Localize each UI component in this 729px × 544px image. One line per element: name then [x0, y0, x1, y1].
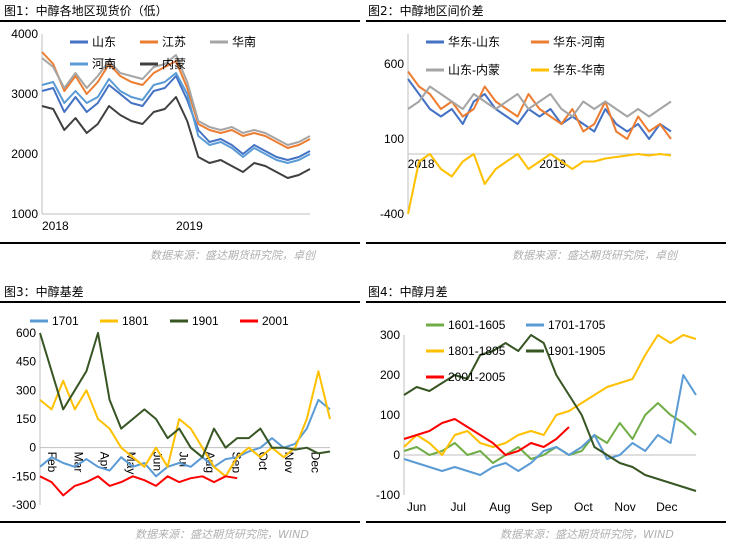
chart3-series-1701: [39, 398, 331, 478]
chart1-title: 图1：中醇各地区现货价（低）: [4, 4, 168, 18]
chart4-ytick: 300: [380, 328, 400, 342]
chart1-xtick: 2018: [42, 219, 69, 233]
chart1-ytick: 2000: [11, 147, 38, 161]
chart2-ytick: -400: [380, 207, 404, 221]
chart1-ytick: 4000: [11, 27, 38, 41]
chart4-xtick: Oct: [574, 500, 593, 514]
chart4-series-1801-1805: [403, 334, 697, 456]
chart2-series-华东-华南: [407, 153, 672, 215]
chart4-xtick: Jul: [451, 500, 466, 514]
chart1-top-rule: [0, 20, 360, 22]
chart3-legend-label: 1801: [122, 314, 149, 328]
chart4-xtick: Jun: [407, 500, 426, 514]
chart3-ytick: 150: [16, 412, 36, 426]
chart4-xtick: Aug: [489, 500, 510, 514]
chart4-series-1701-1705: [403, 374, 697, 476]
chart3-top-rule: [0, 301, 360, 303]
chart1-bottom-rule: [0, 242, 360, 244]
chart1-legend-label: 江苏: [162, 35, 186, 49]
chart4-series-1901-1905: [403, 334, 697, 492]
chart4-xtick: Dec: [656, 500, 677, 514]
chart1-series-华南: [41, 54, 311, 146]
chart1-series-山东: [41, 75, 311, 161]
chart3-series-1801: [39, 370, 331, 478]
chart1-legend-label: 山东: [92, 35, 116, 49]
chart4-series-2001-2005: [403, 418, 570, 456]
chart2-xtick: 2018: [408, 157, 435, 171]
chart2-top-rule: [366, 20, 726, 22]
chart3-ytick: -300: [12, 498, 36, 512]
chart4-series-1601-1605: [403, 402, 697, 464]
chart1-legend-label: 华南: [232, 34, 256, 49]
chart3-ytick: 0: [29, 441, 36, 455]
chart2-legend-label: 华东-河南: [553, 34, 605, 49]
chart3-legend-label: 1701: [52, 314, 79, 328]
chart2-title: 图2：中醇地区间价差: [368, 4, 484, 18]
chart3-ytick: -150: [12, 469, 36, 483]
chart2-bottom-rule: [366, 242, 726, 244]
chart2-series-华东-河南: [407, 70, 672, 140]
chart1-legend-label: 内蒙: [162, 57, 186, 71]
chart3-xtick: Nov: [282, 452, 296, 473]
chart1-series-内蒙: [41, 96, 311, 179]
chart3-bottom-rule: [0, 521, 360, 523]
chart2-source: 数据来源：盛达期货研究院，卓创: [512, 249, 677, 262]
chart3-xtick: Apr: [98, 452, 112, 471]
chart3-title: 图3：中醇基差: [4, 285, 84, 299]
chart4-legend-label: 2001-2005: [448, 370, 506, 384]
chart4-xtick: Sep: [531, 500, 553, 514]
chart3-ytick: 300: [16, 383, 36, 397]
chart1-xtick: 2019: [176, 219, 203, 233]
chart3-legend-label: 2001: [262, 314, 289, 328]
chart3-legend-label: 1901: [192, 314, 219, 328]
chart2-ytick: 100: [384, 132, 404, 146]
chart2-legend-label: 山东-内蒙: [448, 63, 500, 77]
chart4-month-spread: -100 0 100 200 300 Jun Jul Aug Sep Oct Nov Dec 1601-…: [376, 318, 697, 514]
chart1-series-江苏: [41, 51, 311, 149]
chart4-legend-label: 1901-1905: [548, 344, 606, 358]
chart2-legend-label: 华东-山东: [448, 35, 500, 49]
chart2-series-华东-山东: [407, 78, 672, 140]
chart1-series-河南: [41, 72, 311, 164]
chart2-series-山东-内蒙: [407, 85, 672, 118]
chart4-legend-label: 1701-1705: [548, 318, 606, 332]
chart3-xtick: Feb: [45, 452, 59, 473]
chart1-source: 数据来源：盛达期货研究院，卓创: [150, 249, 315, 262]
chart4-ytick: -100: [376, 488, 400, 502]
chart4-source: 数据来源：盛达期货研究院，WIND: [500, 528, 674, 541]
chart3-series-1901: [39, 332, 331, 459]
chart3-source: 数据来源：盛达期货研究院，WIND: [135, 528, 309, 541]
chart3-ytick: 450: [16, 355, 36, 369]
chart4-bottom-rule: [366, 521, 726, 523]
chart1-ytick: 1000: [11, 207, 38, 221]
chart2-legend-label: 华东-华南: [553, 62, 605, 77]
chart1-ytick: 3000: [11, 87, 38, 101]
chart1-legend-label: 河南: [92, 56, 116, 71]
chart4-xtick: Nov: [614, 500, 635, 514]
chart4-ytick: 0: [393, 448, 400, 462]
chart4-ytick: 100: [380, 408, 400, 422]
chart3-xtick: Dec: [309, 452, 323, 473]
chart4-legend-label: 1801-1805: [448, 344, 506, 358]
chart3-ytick: 600: [16, 326, 36, 340]
chart4-ytick: 200: [380, 368, 400, 382]
chart4-legend-label: 1601-1605: [448, 318, 506, 332]
chart4-top-rule: [366, 301, 726, 303]
chart4-title: 图4：中醇月差: [368, 285, 448, 299]
chart2-ytick: 600: [384, 57, 404, 71]
chart3-series-2001: [39, 475, 238, 497]
